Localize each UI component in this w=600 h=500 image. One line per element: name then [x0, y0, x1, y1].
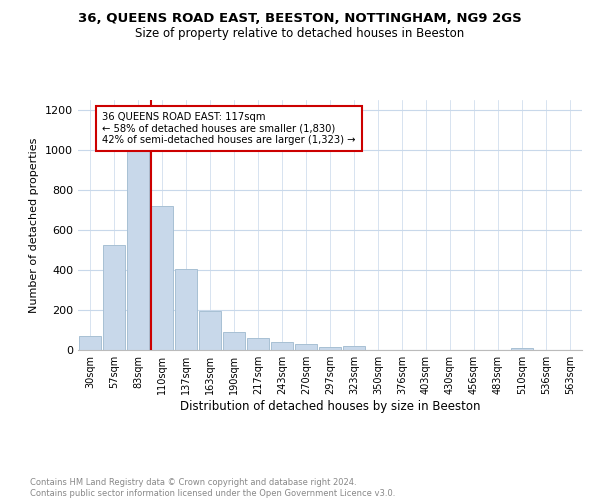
Bar: [151, 206, 173, 350]
Bar: [511, 348, 533, 350]
Bar: [127, 150, 149, 350]
Bar: [175, 269, 197, 350]
Y-axis label: Number of detached properties: Number of detached properties: [29, 138, 40, 312]
Bar: [295, 344, 317, 350]
Bar: [103, 245, 125, 350]
Bar: [271, 342, 293, 350]
Bar: [247, 338, 269, 350]
Text: Contains HM Land Registry data © Crown copyright and database right 2024.
Contai: Contains HM Land Registry data © Crown c…: [30, 478, 395, 498]
Bar: [319, 347, 341, 350]
Bar: [79, 336, 101, 350]
X-axis label: Distribution of detached houses by size in Beeston: Distribution of detached houses by size …: [180, 400, 480, 413]
Text: 36, QUEENS ROAD EAST, BEESTON, NOTTINGHAM, NG9 2GS: 36, QUEENS ROAD EAST, BEESTON, NOTTINGHA…: [78, 12, 522, 26]
Text: 36 QUEENS ROAD EAST: 117sqm
← 58% of detached houses are smaller (1,830)
42% of : 36 QUEENS ROAD EAST: 117sqm ← 58% of det…: [102, 112, 355, 145]
Bar: [223, 332, 245, 350]
Bar: [343, 346, 365, 350]
Text: Size of property relative to detached houses in Beeston: Size of property relative to detached ho…: [136, 28, 464, 40]
Bar: [199, 311, 221, 350]
